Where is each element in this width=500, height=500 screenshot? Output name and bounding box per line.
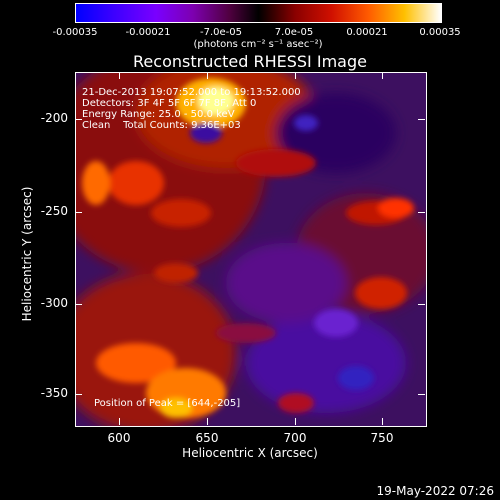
y-tick-label: -250 bbox=[40, 204, 68, 218]
energy-range: Energy Range: 25.0 - 50.0 keV bbox=[82, 109, 235, 120]
detectors-info: Detectors: 3F 4F 5F 6F 7F 8F, Att 0 bbox=[82, 98, 257, 109]
y-tick-label: -200 bbox=[40, 111, 68, 125]
colorbar-tick-label: 7.0e-05 bbox=[274, 27, 314, 38]
colorbar-units: (photons cm⁻² s⁻¹ asec⁻²) bbox=[193, 39, 323, 50]
y-tick-label: -350 bbox=[40, 386, 68, 400]
colorbar-tick-label: -7.0e-05 bbox=[200, 27, 242, 38]
colorbar-tick-label: -0.00021 bbox=[125, 27, 171, 38]
colorbar bbox=[75, 3, 442, 23]
rhessi-image: 21-Dec-2013 19:07:52.000 to 19:13:52.000… bbox=[75, 72, 427, 427]
colorbar-tick-label: 0.00035 bbox=[419, 27, 461, 38]
x-tick-label: 600 bbox=[107, 431, 131, 445]
timestamp: 19-May-2022 07:26 bbox=[376, 484, 494, 498]
image-title: Reconstructed RHESSI Image bbox=[133, 52, 367, 71]
x-tick-label: 750 bbox=[370, 431, 394, 445]
peak-position: Position of Peak = [644,-205] bbox=[94, 398, 241, 409]
clean-total-counts: Clean Total Counts: 9.36E+03 bbox=[82, 120, 241, 131]
y-tick-label: -300 bbox=[40, 296, 68, 310]
intensity-map bbox=[76, 73, 426, 426]
x-tick-label: 700 bbox=[283, 431, 307, 445]
y-axis-title: Heliocentric Y (arcsec) bbox=[20, 186, 34, 322]
colorbar-tick-label: -0.00035 bbox=[52, 27, 98, 38]
x-tick-label: 650 bbox=[195, 431, 219, 445]
x-axis-title: Heliocentric X (arcsec) bbox=[182, 446, 318, 460]
colorbar-tick-label: 0.00021 bbox=[346, 27, 388, 38]
observation-time: 21-Dec-2013 19:07:52.000 to 19:13:52.000 bbox=[82, 87, 301, 98]
